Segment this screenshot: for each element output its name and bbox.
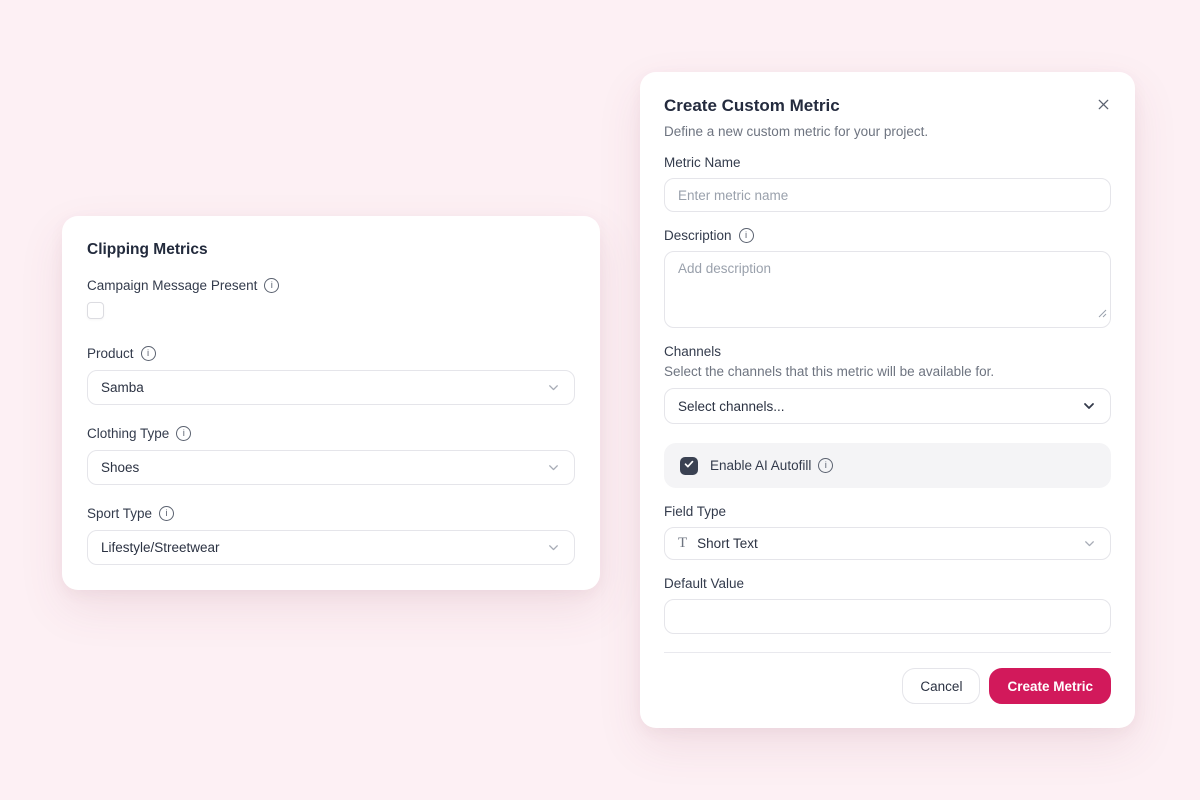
create-metric-button[interactable]: Create Metric	[989, 668, 1111, 704]
metric-name-input[interactable]	[664, 178, 1111, 212]
chevron-down-icon	[1082, 536, 1097, 551]
clothing-type-select[interactable]: Shoes	[87, 450, 575, 485]
field-type-label: Field Type	[664, 504, 727, 519]
description-textarea[interactable]	[664, 251, 1111, 328]
chevron-down-icon	[546, 460, 561, 475]
channels-select[interactable]: Select channels...	[664, 388, 1111, 424]
info-icon[interactable]: i	[818, 458, 834, 473]
clipping-metrics-card: Clipping Metrics Campaign Message Presen…	[62, 216, 600, 590]
channels-label: Channels	[664, 344, 722, 359]
campaign-message-label: Campaign Message Present	[87, 278, 258, 293]
field-type-select[interactable]: T Short Text	[664, 527, 1111, 560]
metric-name-label: Metric Name	[664, 155, 741, 170]
ai-autofill-checkbox[interactable]	[680, 456, 698, 475]
clipping-metrics-title: Clipping Metrics	[87, 241, 208, 258]
sport-type-label: Sport Type	[87, 506, 153, 521]
clothing-type-label: Clothing Type	[87, 426, 170, 441]
info-icon[interactable]: i	[159, 506, 175, 521]
info-icon[interactable]: i	[264, 278, 280, 293]
default-value-input[interactable]	[664, 599, 1111, 634]
clothing-type-select-value: Shoes	[101, 460, 140, 475]
campaign-message-checkbox[interactable]	[87, 302, 104, 319]
channels-helper-text: Select the channels that this metric wil…	[664, 364, 995, 379]
modal-title: Create Custom Metric	[664, 96, 840, 115]
sport-type-select[interactable]: Lifestyle/Streetwear	[87, 530, 575, 565]
field-type-select-value: Short Text	[697, 536, 758, 551]
info-icon[interactable]: i	[176, 426, 192, 441]
chevron-down-icon	[546, 540, 561, 555]
modal-subtitle: Define a new custom metric for your proj…	[664, 124, 929, 139]
sport-type-select-value: Lifestyle/Streetwear	[101, 540, 220, 555]
chevron-down-icon	[1081, 398, 1097, 414]
create-custom-metric-modal: Create Custom Metric Define a new custom…	[640, 72, 1135, 728]
default-value-label: Default Value	[664, 576, 745, 591]
check-icon	[683, 457, 695, 475]
close-icon	[1096, 97, 1111, 115]
description-label: Description	[664, 228, 732, 243]
product-select-value: Samba	[101, 380, 144, 395]
product-label: Product	[87, 346, 134, 361]
product-select[interactable]: Samba	[87, 370, 575, 405]
ai-autofill-section: Enable AI Autofill i	[664, 443, 1111, 488]
chevron-down-icon	[546, 380, 561, 395]
info-icon[interactable]: i	[738, 228, 754, 243]
channels-select-value: Select channels...	[678, 398, 785, 414]
text-type-icon: T	[678, 535, 688, 551]
ai-autofill-label: Enable AI Autofill	[710, 458, 812, 473]
close-button[interactable]	[1091, 94, 1115, 118]
cancel-button[interactable]: Cancel	[902, 668, 981, 704]
info-icon[interactable]: i	[140, 346, 156, 361]
